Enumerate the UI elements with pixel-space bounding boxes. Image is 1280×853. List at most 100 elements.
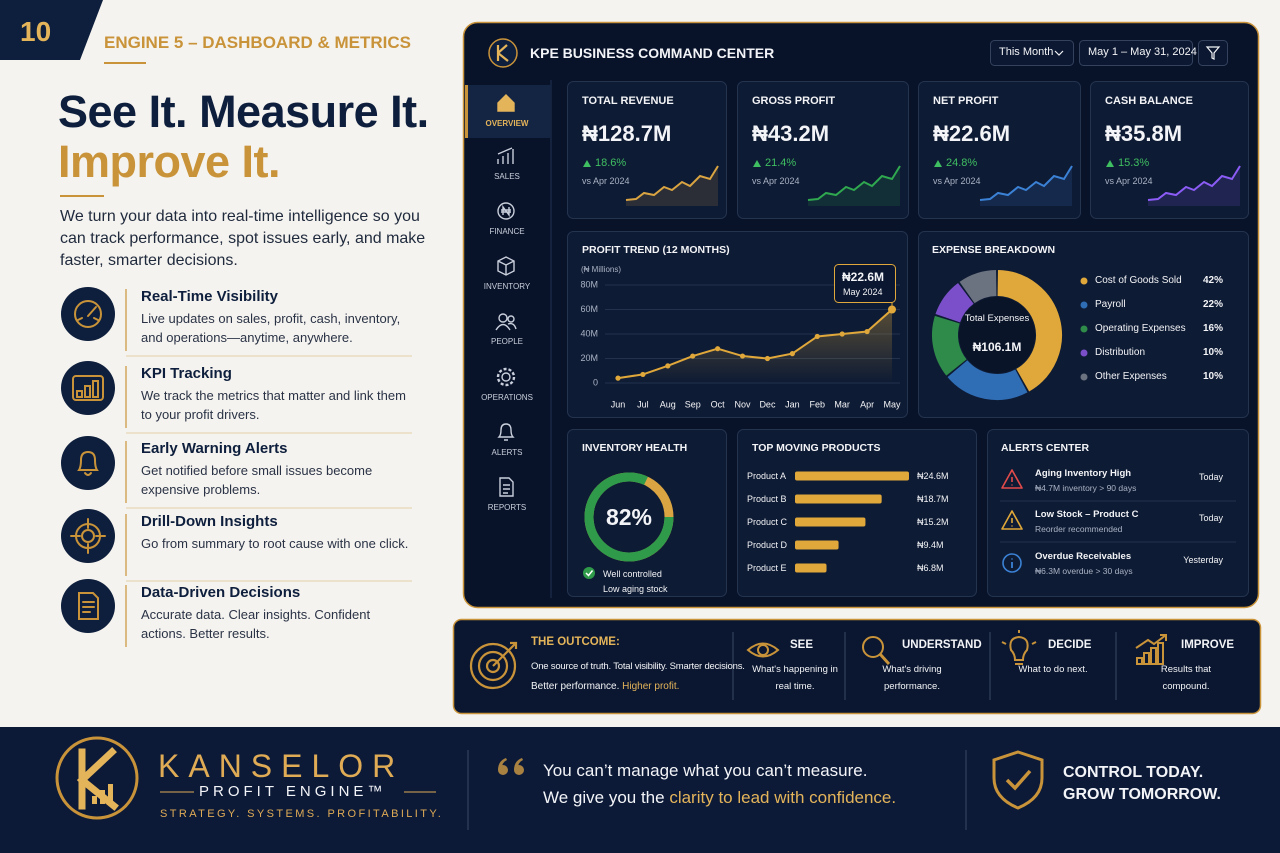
nav-label: INVENTORY <box>483 282 531 292</box>
kpi-up-arrow <box>934 160 942 167</box>
bar <box>795 517 866 527</box>
chart-title: ALERTS CENTER <box>1001 441 1090 454</box>
icon-part <box>77 317 99 321</box>
kpi-change: 15.3% <box>1118 157 1150 170</box>
outcome-text: One source of truth. Total visibility. S… <box>531 661 745 673</box>
icon-part <box>77 450 99 476</box>
alert-title: Low Stock – Product C <box>1035 509 1139 521</box>
trend-point <box>640 371 646 378</box>
kpi-up-arrow <box>753 160 761 167</box>
footer-logo-bar <box>108 784 113 804</box>
step-text: What's driving performance. <box>882 664 942 692</box>
step-icon <box>1001 630 1037 665</box>
alert-title: Aging Inventory High <box>1035 468 1132 480</box>
legend-label: Distribution <box>1095 347 1146 358</box>
trend-line <box>617 308 893 380</box>
trend-point <box>764 355 771 362</box>
step-icon <box>1135 634 1167 665</box>
kpi-change: 21.4% <box>765 157 797 170</box>
donut-segment <box>996 270 1062 392</box>
legend-label: Other Expenses <box>1095 371 1167 382</box>
icon-part <box>497 94 515 112</box>
feature-title: KPI Tracking <box>141 365 232 382</box>
icon-part <box>76 390 83 398</box>
bar-value-label: ₦24.6M <box>917 470 949 481</box>
y-tick-label: 0 <box>593 377 598 387</box>
kpi-label: TOTAL REVENUE <box>582 95 674 108</box>
donut-segment <box>959 270 998 304</box>
kpi-value: ₦35.8M <box>1105 120 1183 146</box>
quote-line2: We give you the clarity to lead with con… <box>543 788 896 808</box>
footer-tagline: STRATEGY. SYSTEMS. PROFITABILITY. <box>160 808 444 821</box>
legend-label: Payroll <box>1095 299 1126 310</box>
date-range: May 1 – May 31, 2024 <box>1088 46 1197 59</box>
alert-title: Overdue Receivables <box>1035 551 1132 563</box>
icon-part <box>1001 630 1037 665</box>
icon-part <box>87 306 97 317</box>
icon-part <box>497 423 515 441</box>
y-tick-label: 20M <box>580 353 598 363</box>
icon-part <box>70 518 106 554</box>
donut-segment <box>935 282 975 323</box>
kpi-value: ₦43.2M <box>752 120 830 146</box>
step-title: SEE <box>790 639 814 652</box>
x-tick-label: Mar <box>834 399 850 409</box>
bar-value-label: ₦9.4M <box>917 539 944 550</box>
cta-line2: GROW TOMORROW. <box>1063 786 1221 804</box>
trend-point <box>864 328 870 335</box>
status-check <box>585 570 594 577</box>
feature-title: Real-Time Visibility <box>141 288 278 305</box>
icon-part <box>499 477 514 497</box>
step-text: Results that compound. <box>1160 664 1212 692</box>
icon-part <box>72 375 104 401</box>
trend-point <box>715 346 721 352</box>
kpi-label: NET PROFIT <box>933 95 999 108</box>
icon-part <box>757 644 769 656</box>
donut-segment <box>932 315 967 376</box>
alert-icon <box>1002 553 1022 573</box>
callout-value: ₦22.6M <box>842 269 885 284</box>
icon-part <box>501 204 511 218</box>
icon-part <box>1143 652 1150 665</box>
feature-text: Live updates on sales, profit, cash, inv… <box>141 311 401 345</box>
panel <box>737 429 977 597</box>
nav-active-bar <box>465 85 468 138</box>
callout-box <box>834 264 896 303</box>
kpi-sparkline <box>807 165 901 201</box>
legend-swatch <box>1080 277 1088 285</box>
alert-icon <box>1001 510 1023 530</box>
chart-title: PROFIT TREND (12 MONTHS) <box>582 243 730 256</box>
icon-part <box>746 642 780 658</box>
quote-line1: You can’t manage what you can’t measure. <box>543 760 868 780</box>
step-text: What's happening in real time. <box>752 664 838 692</box>
icon-part <box>492 641 518 667</box>
legend-value: 10% <box>1202 347 1223 358</box>
nav-label: ALERTS <box>491 448 523 458</box>
bar <box>795 494 882 504</box>
step-text: What to do next. <box>1018 664 1088 675</box>
donut-segment <box>947 359 1028 400</box>
icon-part <box>497 202 515 220</box>
nav-label: PEOPLE <box>490 337 523 347</box>
alert-time: Yesterday <box>1183 554 1223 565</box>
nav-label: OVERVIEW <box>485 119 529 129</box>
step-title: IMPROVE <box>1181 639 1235 652</box>
kpi-value: ₦128.7M <box>582 120 672 146</box>
dropdown-caret <box>1054 50 1064 56</box>
kpi-sparkline-area <box>1148 166 1240 206</box>
bar-value-label: ₦6.8M <box>917 562 944 573</box>
dashboard-title: KPE BUSINESS COMMAND CENTER <box>530 44 775 61</box>
x-tick-label: Sep <box>685 399 701 409</box>
gauge-label: 82% <box>605 504 653 531</box>
footer-logo-bar <box>92 796 97 804</box>
panel <box>737 81 909 219</box>
kpi-up-arrow <box>1106 160 1114 167</box>
trend-point <box>739 353 746 359</box>
x-tick-label: Jun <box>611 399 626 409</box>
donut-hole <box>959 297 1035 373</box>
kpi-compare: vs Apr 2024 <box>582 175 630 186</box>
kpi-sparkline-area <box>808 166 900 206</box>
quote-text: We give you the <box>543 787 665 807</box>
kpi-label: GROSS PROFIT <box>752 95 836 108</box>
icon-part <box>92 380 99 398</box>
